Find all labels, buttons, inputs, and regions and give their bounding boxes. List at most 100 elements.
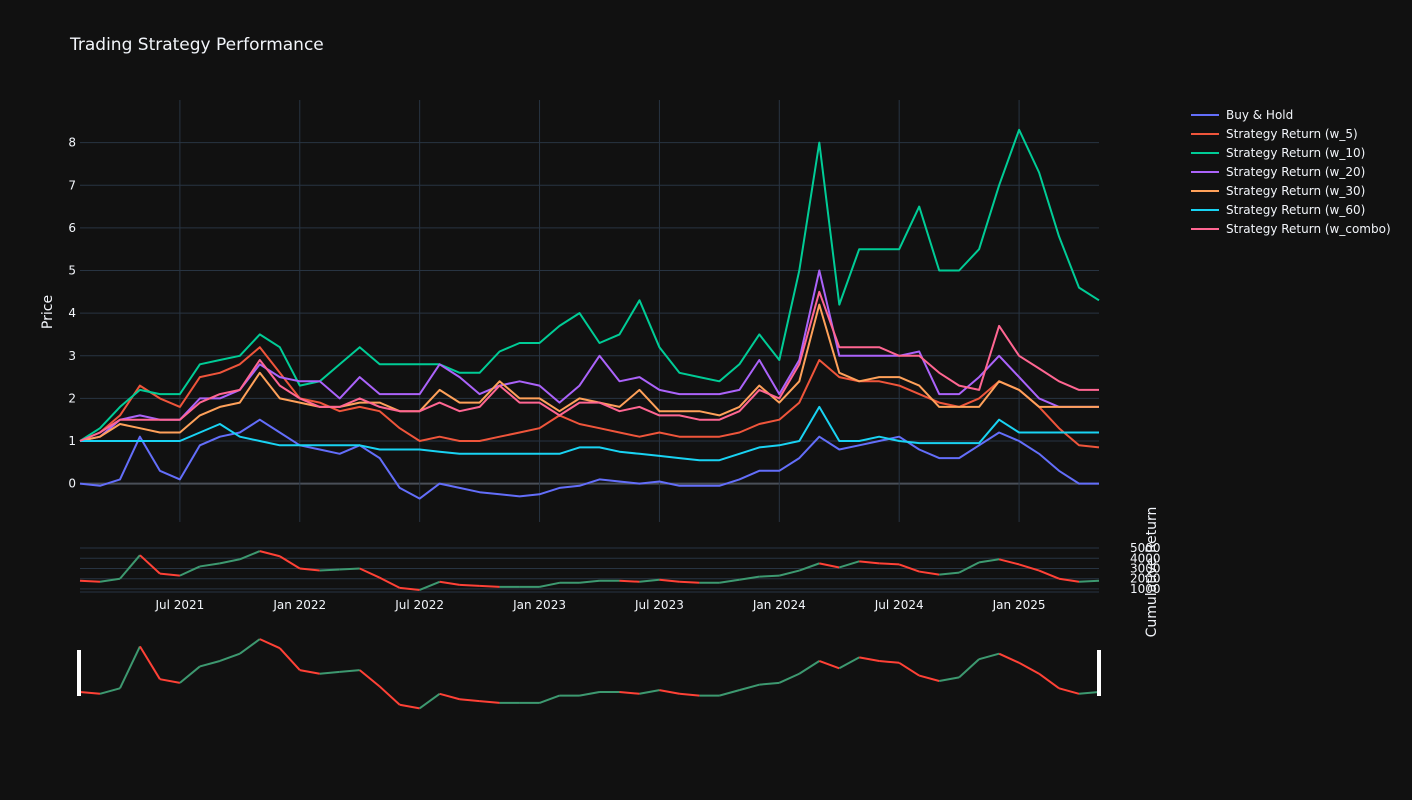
- slider-segment: [239, 638, 261, 655]
- candle-segment: [898, 563, 920, 573]
- legend-label: Strategy Return (w_5): [1226, 127, 1358, 141]
- slider-segment: [179, 665, 201, 684]
- candle-y-tick-label: 3000: [1130, 561, 1161, 575]
- y-axis-label-cumulative-return: Cumulative Return: [1144, 507, 1160, 638]
- candle-segment: [958, 561, 980, 574]
- candle-segment: [159, 572, 181, 577]
- candle-gridlines: [80, 547, 1099, 593]
- x-tick-label: Jan 2023: [512, 598, 566, 612]
- candle-segment: [579, 579, 600, 584]
- candle-segment: [978, 558, 1000, 564]
- y-tick-label: 3: [68, 349, 76, 363]
- x-tick-label: Jan 2024: [752, 598, 806, 612]
- candle-segment: [299, 567, 320, 572]
- candle-segment: [679, 580, 700, 584]
- slider-segment: [539, 694, 560, 704]
- slider-segment: [818, 660, 840, 670]
- y-axis-label-price: Price: [40, 295, 56, 329]
- slider-segment: [1018, 661, 1040, 675]
- main-gridlines: [80, 100, 1099, 522]
- slider-segment: [619, 690, 640, 695]
- candle-segment: [79, 579, 101, 583]
- series-line-strategy-return-w-60-: [80, 405, 1099, 462]
- x-tick-label: Jul 2022: [394, 598, 444, 612]
- y-tick-label: 1: [68, 434, 76, 448]
- candle-segment: [199, 562, 221, 568]
- slider-segment: [859, 656, 880, 662]
- slider-segment: [679, 692, 700, 697]
- candle-segment: [139, 554, 161, 575]
- slider-segment: [719, 689, 740, 697]
- candle-segment: [319, 568, 340, 572]
- candle-y-tick-label: 1000: [1130, 582, 1161, 596]
- y-tick-label: 2: [68, 391, 76, 405]
- y-tick-label: 7: [68, 178, 76, 192]
- y-tick-label: 5: [68, 264, 76, 278]
- candle-segment: [359, 567, 381, 579]
- candle-segment: [838, 560, 860, 569]
- candle-segment: [919, 570, 940, 576]
- candle-segment: [659, 578, 680, 583]
- candle-segment: [779, 569, 800, 577]
- range-slider-left-handle[interactable]: [77, 650, 81, 696]
- slider-segment: [978, 652, 1000, 661]
- series-line-strategy-return-w-5-: [79, 346, 1100, 449]
- main-series-lines: [79, 128, 1100, 500]
- range-slider-right-handle[interactable]: [1097, 650, 1101, 696]
- x-tick-label: Jan 2025: [992, 598, 1046, 612]
- legend: Buy & Hold Strategy Return (w_5) Strategy …: [1191, 108, 1391, 236]
- candle-segment: [99, 577, 121, 583]
- slider-segment: [399, 703, 420, 710]
- candle-segment: [399, 586, 420, 591]
- candle-segment: [379, 576, 401, 589]
- candle-segment: [119, 554, 141, 580]
- slider-segment: [299, 669, 320, 675]
- chart-title: Trading Strategy Performance: [69, 35, 324, 55]
- slider-segment: [898, 661, 920, 677]
- candle-segment: [639, 578, 660, 583]
- y-tick-label: 0: [68, 477, 76, 491]
- legend-label: Strategy Return (w_20): [1226, 165, 1365, 179]
- candle-segment: [998, 558, 1020, 566]
- candle-segment: [1018, 563, 1040, 572]
- x-tick-labels: Jul 2021 Jan 2022 Jul 2022 Jan 2023 Jul 2023…: [154, 598, 1045, 612]
- range-slider[interactable]: [79, 638, 1100, 710]
- legend-label: Strategy Return (w_30): [1226, 184, 1365, 198]
- candle-segment: [479, 584, 500, 588]
- candle-segment: [179, 565, 201, 577]
- candle-segment: [819, 562, 840, 569]
- slider-segment: [99, 687, 121, 695]
- series-line-strategy-return-w-combo-: [79, 290, 1099, 442]
- slider-segment: [439, 692, 460, 701]
- candle-segment: [339, 567, 360, 571]
- slider-segment: [119, 645, 141, 689]
- slider-segment: [419, 692, 441, 710]
- candle-segment: [419, 580, 441, 591]
- slider-segment: [879, 659, 900, 664]
- legend-label: Strategy Return (w_combo): [1226, 222, 1391, 236]
- x-tick-label: Jul 2023: [634, 598, 684, 612]
- slider-segment: [359, 669, 381, 688]
- candle-segment: [259, 550, 281, 558]
- candle-segment: [619, 579, 640, 583]
- x-tick-label: Jul 2024: [874, 598, 924, 612]
- slider-segment: [459, 698, 480, 703]
- candle-segment: [439, 580, 460, 586]
- slider-segment: [778, 672, 800, 684]
- legend-label: Strategy Return (w_60): [1226, 203, 1365, 217]
- candle-segment: [719, 578, 740, 584]
- candle-segment: [539, 581, 560, 588]
- candle-segment: [879, 562, 900, 566]
- slider-segment: [219, 652, 241, 662]
- series-line-strategy-return-w-20-: [79, 269, 1099, 442]
- slider-segment: [659, 689, 680, 695]
- y-tick-label: 8: [68, 136, 76, 150]
- candle-y-tick-label: 2000: [1130, 572, 1161, 586]
- series-line-strategy-return-w-30-: [79, 303, 1099, 442]
- slider-segment: [279, 647, 301, 671]
- main-y-tick-labels: 0 1 2 3 4 5 6 7 8: [68, 136, 76, 491]
- slider-segment: [838, 656, 860, 670]
- slider-segment: [759, 681, 780, 686]
- slider-segment: [739, 683, 760, 692]
